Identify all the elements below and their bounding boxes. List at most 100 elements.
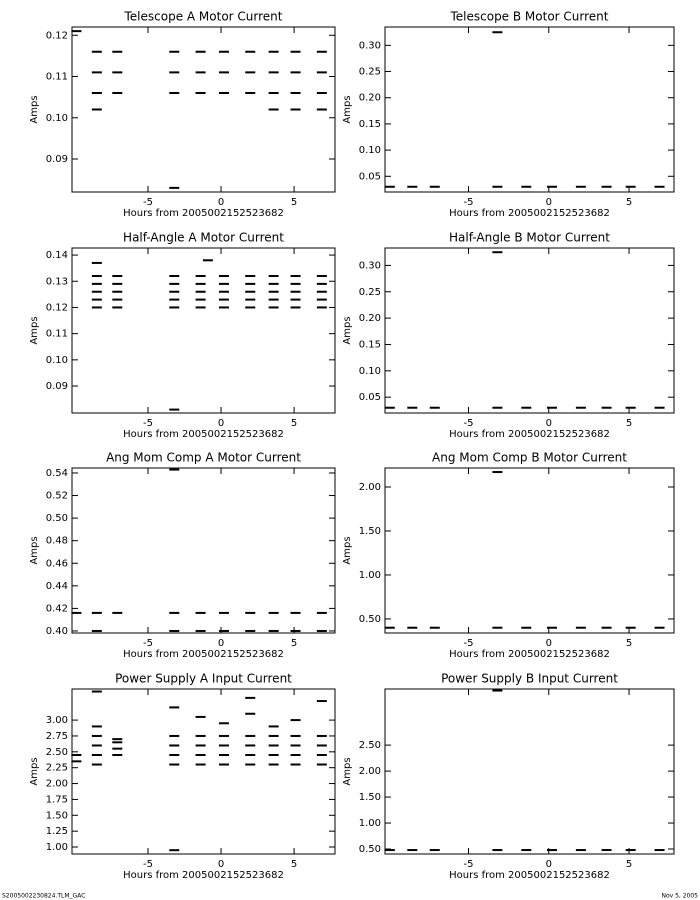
x-axis-label: Hours from 2005002152523682 (449, 208, 610, 219)
point (71, 760, 82, 763)
y-axis-label: Amps (29, 95, 40, 123)
x-tick-label: 0 (546, 859, 552, 870)
point (169, 611, 180, 614)
x-tick-label: 5 (626, 859, 632, 870)
y-tick-label: 0.20 (359, 313, 381, 324)
y-tick-label: 0.11 (46, 329, 68, 340)
point (169, 629, 180, 632)
point (492, 31, 503, 34)
point (91, 306, 102, 309)
point (218, 275, 229, 278)
y-tick-label: 0.14 (46, 250, 68, 261)
y-tick-label: 1.75 (46, 794, 68, 805)
plot-frame (384, 26, 675, 193)
point (316, 92, 327, 94)
point (290, 306, 301, 309)
point (492, 406, 503, 409)
y-tick-label: 2.50 (359, 740, 381, 751)
point (218, 71, 229, 74)
x-axis-label: Hours from 2005002152523682 (449, 870, 610, 881)
point (492, 849, 503, 852)
y-tick-label: 2.50 (46, 747, 68, 758)
y-tick-label: 1.50 (359, 526, 381, 537)
y-tick-label: 1.50 (46, 810, 68, 821)
point (601, 185, 612, 188)
point (169, 92, 180, 94)
point (290, 71, 301, 74)
point (601, 406, 612, 409)
y-tick-label: 0.40 (46, 626, 68, 637)
point (195, 754, 206, 756)
x-tick-label: 5 (626, 638, 632, 649)
point (316, 50, 327, 53)
point (316, 282, 327, 285)
point (112, 298, 123, 301)
point (429, 849, 440, 852)
point (245, 763, 256, 766)
chart-title: Half-Angle A Motor Current (123, 231, 284, 245)
point (71, 30, 82, 33)
point (290, 92, 301, 94)
x-tick-label: -5 (143, 859, 153, 870)
point (218, 734, 229, 737)
point (654, 849, 665, 852)
point (575, 849, 586, 852)
point (407, 406, 418, 409)
point (169, 706, 180, 709)
point (218, 629, 229, 632)
plot-frame (71, 247, 336, 414)
point (218, 306, 229, 309)
point (521, 626, 532, 629)
point (316, 754, 327, 756)
point (546, 185, 557, 188)
point (169, 306, 180, 309)
point (268, 298, 279, 301)
y-tick-label: 0.09 (46, 154, 68, 165)
point (112, 611, 123, 614)
point (218, 50, 229, 53)
chart-title: Telescope A Motor Current (124, 10, 283, 24)
point (654, 626, 665, 629)
point (91, 290, 102, 293)
plot-frame (71, 688, 336, 855)
point (316, 611, 327, 614)
point (195, 71, 206, 74)
point (195, 50, 206, 53)
point (195, 744, 206, 747)
y-tick-label: 3.00 (46, 715, 68, 726)
point (91, 611, 102, 614)
y-tick-label: 0.05 (359, 171, 381, 182)
point (71, 611, 82, 614)
point (290, 734, 301, 737)
point (245, 92, 256, 94)
point (290, 290, 301, 293)
point (316, 290, 327, 293)
y-tick-label: 1.25 (46, 826, 68, 837)
point (429, 406, 440, 409)
point (91, 108, 102, 111)
plot-frame (384, 467, 675, 634)
y-tick-label: 2.25 (46, 763, 68, 774)
point (290, 108, 301, 111)
point (546, 849, 557, 852)
point (245, 298, 256, 301)
point (112, 50, 123, 53)
chart-title: Power Supply A Input Current (115, 672, 292, 686)
point (268, 744, 279, 747)
point (112, 282, 123, 285)
point (91, 261, 102, 264)
point (218, 763, 229, 766)
point (218, 92, 229, 94)
point (169, 754, 180, 756)
point (112, 71, 123, 74)
point (290, 744, 301, 747)
point (91, 629, 102, 632)
point (384, 406, 395, 409)
point (407, 849, 418, 852)
point (245, 50, 256, 53)
point (268, 725, 279, 728)
chart-title: Telescope B Motor Current (449, 10, 608, 24)
point (218, 722, 229, 725)
y-tick-label: 2.00 (359, 766, 381, 777)
